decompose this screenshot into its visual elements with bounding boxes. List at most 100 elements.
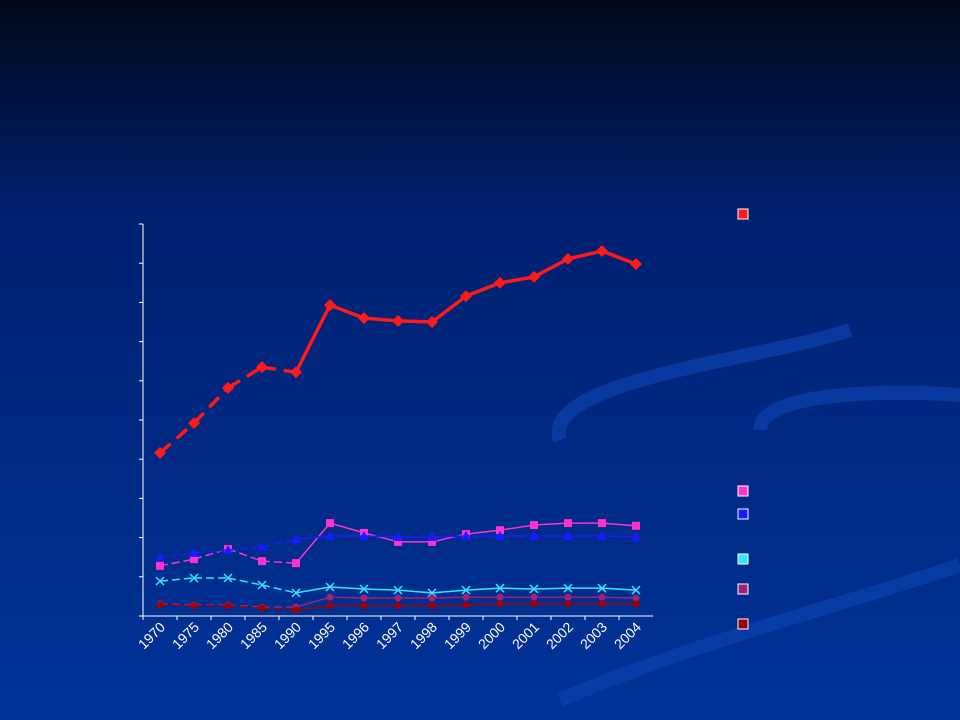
point [427,531,437,541]
point [427,588,437,598]
series-segment [363,316,399,323]
point [529,584,539,594]
point [462,593,470,601]
point [495,583,505,593]
series-segment [431,533,467,543]
point [190,602,198,610]
series-segment [261,538,297,548]
point [530,593,538,601]
point [224,602,232,610]
point [359,531,369,541]
legend-swatch [737,583,749,595]
point [156,561,164,570]
point [597,531,607,541]
point [393,531,403,541]
series-segment [363,532,399,543]
point [428,594,436,602]
series-segment [295,586,331,594]
legend-swatch [737,618,749,630]
series-segment [363,535,399,538]
point [461,585,471,595]
series-segment [601,596,637,599]
point [326,602,334,610]
point [393,585,403,595]
point [632,600,640,608]
point [562,252,574,265]
legend-swatch [737,485,749,497]
point [325,531,335,541]
point [223,545,233,555]
series-segment [363,588,399,591]
point [496,593,504,601]
series-segment [159,603,195,606]
series-segment [261,560,297,564]
point [326,519,334,528]
point [494,276,506,289]
point [631,585,641,595]
series-segment [192,386,230,425]
series-segment [329,586,365,590]
series-segment [601,522,637,527]
point [564,593,572,601]
point [564,600,572,608]
point [360,594,368,602]
point [188,417,200,430]
point [292,606,300,614]
point [495,531,505,541]
series-segment [601,249,637,266]
series-segment [158,421,196,455]
point [222,381,234,394]
point [189,547,199,557]
point [630,257,642,270]
series-segment [465,587,501,591]
series-segment [397,589,433,594]
decoration [551,323,960,707]
point [394,594,402,602]
point [156,601,164,609]
legend-swatch [737,508,749,520]
series-segment [227,365,263,390]
point [598,600,606,608]
point [155,551,165,561]
point [428,537,436,546]
series-segment [499,275,535,285]
series-segment [499,587,535,590]
point [360,602,368,610]
point [530,521,538,530]
series-segment [329,596,365,599]
series-segment [533,587,569,590]
point [290,366,302,379]
series-segment [159,577,195,582]
point [190,555,198,564]
point [326,593,334,601]
point [291,588,301,598]
point [394,537,402,546]
point [529,531,539,541]
series-segment [159,552,195,558]
point [359,584,369,594]
series-segment [261,584,297,594]
point [631,531,641,541]
point [257,542,267,552]
series-segment [431,604,467,607]
point [325,582,335,592]
point [564,519,572,528]
point [155,576,165,586]
series-segment [601,587,637,591]
point [632,521,640,530]
point [358,312,370,325]
point [154,446,166,459]
series-segment [431,535,467,538]
series-segment [567,249,603,261]
point [223,573,233,583]
point [530,600,538,608]
series-segment [261,607,297,611]
point [597,583,607,593]
point [428,602,436,610]
point [496,526,504,535]
point [632,594,640,602]
series-segment [227,605,263,609]
series-segment [227,548,263,562]
